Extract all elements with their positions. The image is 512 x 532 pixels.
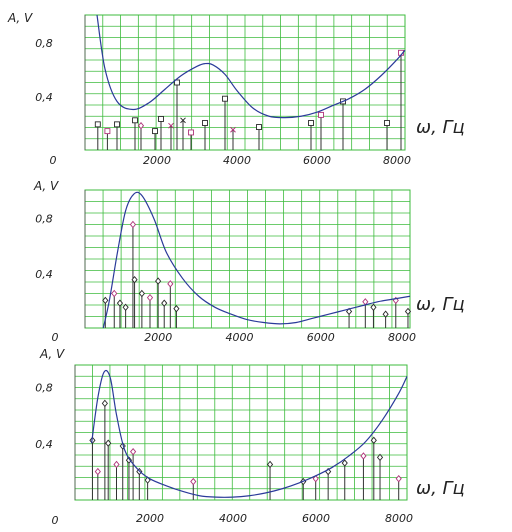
stem-marker: [105, 439, 112, 447]
grid-lines: [85, 190, 410, 328]
stem-marker: [312, 474, 319, 483]
origin-label: 0: [52, 331, 59, 344]
chart-panel-1: A, V 0,4 0,8 0 2000 4000 6000 8000 ω, Гц: [7, 11, 465, 167]
stem-marker: [129, 220, 137, 229]
stem-marker: [111, 289, 118, 298]
stem-marker: [167, 280, 174, 288]
stem-marker: [113, 460, 120, 469]
stem-marker: [132, 117, 138, 124]
stem-marker: [158, 115, 164, 122]
stem-marker: [376, 453, 384, 462]
x-tick-label: 8000: [383, 154, 411, 167]
x-tick-label: 2000: [136, 512, 164, 525]
stem-marker: [161, 299, 168, 307]
stem-marker: [341, 459, 348, 467]
stem-marker: [101, 399, 108, 408]
x-tick-label: 8000: [388, 331, 416, 344]
y-tick-label: 0,4: [35, 438, 53, 451]
y-tick-label: 0,4: [35, 268, 53, 281]
stem-marker: [116, 299, 124, 307]
stem-marker: [382, 310, 389, 318]
stem-marker: [202, 120, 208, 126]
x-tick-label: 6000: [303, 154, 331, 167]
grid-lines: [75, 365, 407, 500]
stem-marker: [384, 120, 390, 126]
chart-panel-2: A, V 0,4 0,8 0 2000 4000 6000 8000 ω, Гц: [33, 179, 465, 344]
stem-marker: [173, 304, 180, 313]
stem-marker: [174, 79, 180, 86]
stem-marker: [104, 128, 111, 135]
stem-marker: [94, 121, 101, 128]
stem-marker: [188, 129, 194, 136]
stem-marker: [94, 467, 101, 476]
y-axis-label: A, V: [33, 179, 59, 193]
stem-marker: [137, 121, 145, 130]
x-tick-label: 6000: [307, 331, 335, 344]
x-tick-label: 4000: [223, 154, 251, 167]
x-axis-label: ω, Гц: [416, 294, 465, 315]
stem-marker: [266, 460, 274, 469]
y-tick-label: 0,8: [35, 381, 53, 394]
x-tick-label: 6000: [302, 512, 330, 525]
y-tick-label: 0,8: [35, 213, 53, 226]
stem-marker: [395, 474, 402, 483]
stem-marker: [360, 452, 367, 460]
stem-marker: [222, 95, 228, 102]
stem-marker: [230, 126, 236, 133]
stem-marker: [122, 303, 129, 312]
x-tick-label: 4000: [219, 512, 247, 525]
response-curve: [102, 191, 411, 329]
stem-marker: [125, 456, 133, 464]
y-tick-label: 0,4: [35, 91, 53, 104]
stem-marker: [138, 289, 145, 298]
stem-marker: [146, 293, 154, 302]
stem-marker: [168, 122, 174, 129]
x-tick-label: 2000: [143, 154, 171, 167]
x-axis-label: ω, Гц: [416, 478, 465, 499]
x-tick-label: 2000: [144, 331, 172, 344]
stem-marker: [155, 277, 162, 285]
x-axis-label: ω, Гц: [416, 117, 465, 138]
stem-marker: [404, 307, 412, 316]
response-curve: [96, 14, 406, 119]
origin-label: 0: [52, 514, 59, 527]
stem-marker: [102, 296, 109, 305]
y-axis-label: A, V: [7, 11, 33, 25]
stem-marker: [308, 120, 314, 126]
x-tick-label: 8000: [385, 512, 413, 525]
stem-marker: [370, 303, 377, 312]
stem-marker: [318, 111, 324, 118]
origin-label: 0: [50, 154, 57, 167]
y-axis-label: A, V: [39, 347, 65, 361]
stem-marker: [114, 121, 120, 128]
grid-lines: [85, 15, 405, 150]
x-tick-label: 4000: [226, 331, 254, 344]
stem-marker: [152, 128, 158, 135]
stem-marker: [190, 477, 197, 486]
stem-marker: [256, 124, 262, 131]
stem-marker: [130, 447, 137, 456]
response-curve: [91, 369, 408, 498]
stem-marker: [180, 117, 186, 124]
stem-marker: [131, 275, 138, 284]
stem-marker: [370, 436, 377, 445]
y-tick-label: 0,8: [35, 37, 53, 50]
